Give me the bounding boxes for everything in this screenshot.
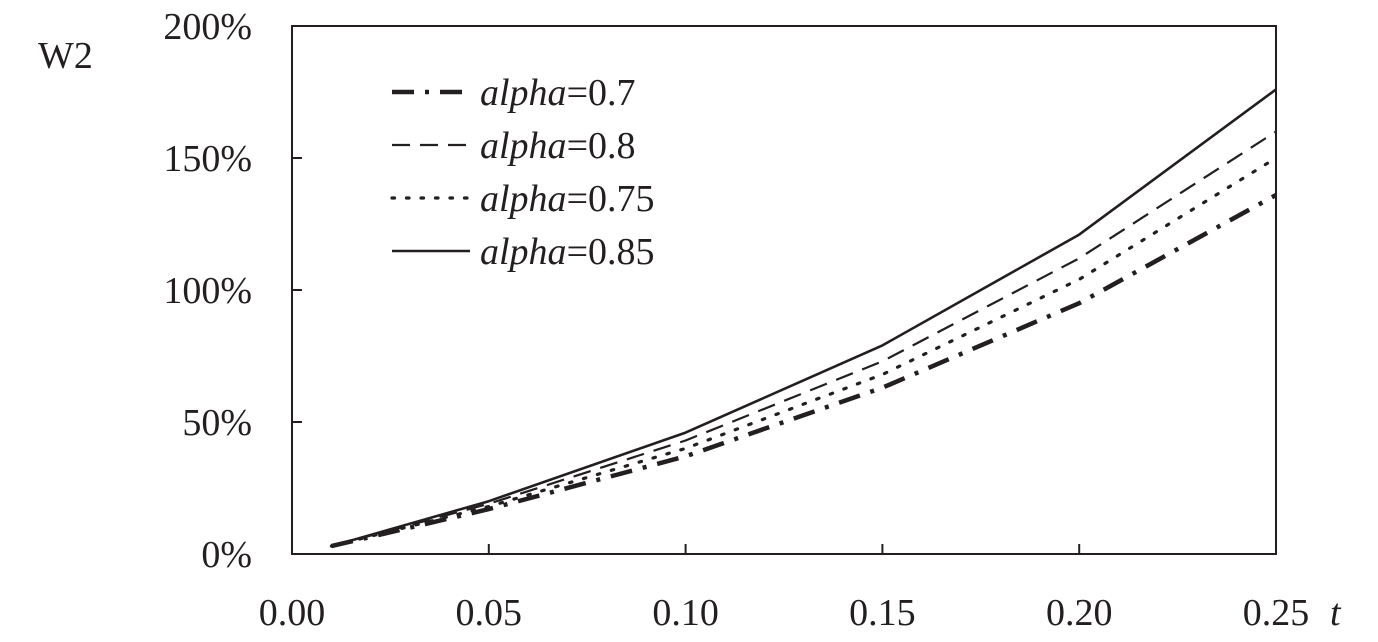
x-tick-label: 0.20: [1046, 592, 1113, 634]
x-axis-label: t: [1330, 592, 1342, 634]
legend-label-0: alpha=0.7: [480, 72, 636, 114]
y-axis-label: W2: [38, 35, 93, 77]
y-tick-label: 50%: [182, 402, 252, 444]
x-axis-ticks: 0.00 0.05 0.10 0.15 0.20 0.25: [259, 544, 1310, 634]
y-tick-label: 200%: [163, 6, 252, 48]
x-tick-label: 0.10: [652, 592, 719, 634]
series-layer: [329, 88, 1278, 549]
y-tick-label: 150%: [163, 138, 252, 180]
legend-label-value: =0.8: [567, 125, 636, 167]
legend-label-variable: alpha: [480, 72, 567, 114]
y-tick-label: 0%: [201, 534, 252, 576]
y-axis-ticks: 0% 50% 100% 150% 200%: [163, 6, 302, 576]
legend-label-value: =0.75: [567, 178, 655, 220]
legend-label-1: alpha=0.8: [480, 125, 636, 167]
plot-area-frame: [291, 25, 1277, 555]
legend-label-variable: alpha: [480, 178, 567, 220]
legend-label-variable: alpha: [480, 231, 567, 273]
series-line-3: [331, 88, 1277, 548]
x-tick-label: 0.25: [1243, 592, 1310, 634]
legend-label-value: =0.85: [567, 231, 655, 273]
x-tick-label: 0.15: [849, 592, 916, 634]
x-tick-label: 0.00: [259, 592, 326, 634]
legend-label-2: alpha=0.75: [480, 178, 655, 220]
legend-label-3: alpha=0.85: [480, 231, 655, 273]
series-line-0: [330, 193, 1278, 549]
series-line-2: [329, 156, 1278, 548]
x-tick-label: 0.05: [456, 592, 523, 634]
y-tick-label: 100%: [163, 270, 252, 312]
series-line-1: [331, 130, 1277, 548]
legend-label-variable: alpha: [480, 125, 567, 167]
legend-label-value: =0.7: [567, 72, 636, 114]
